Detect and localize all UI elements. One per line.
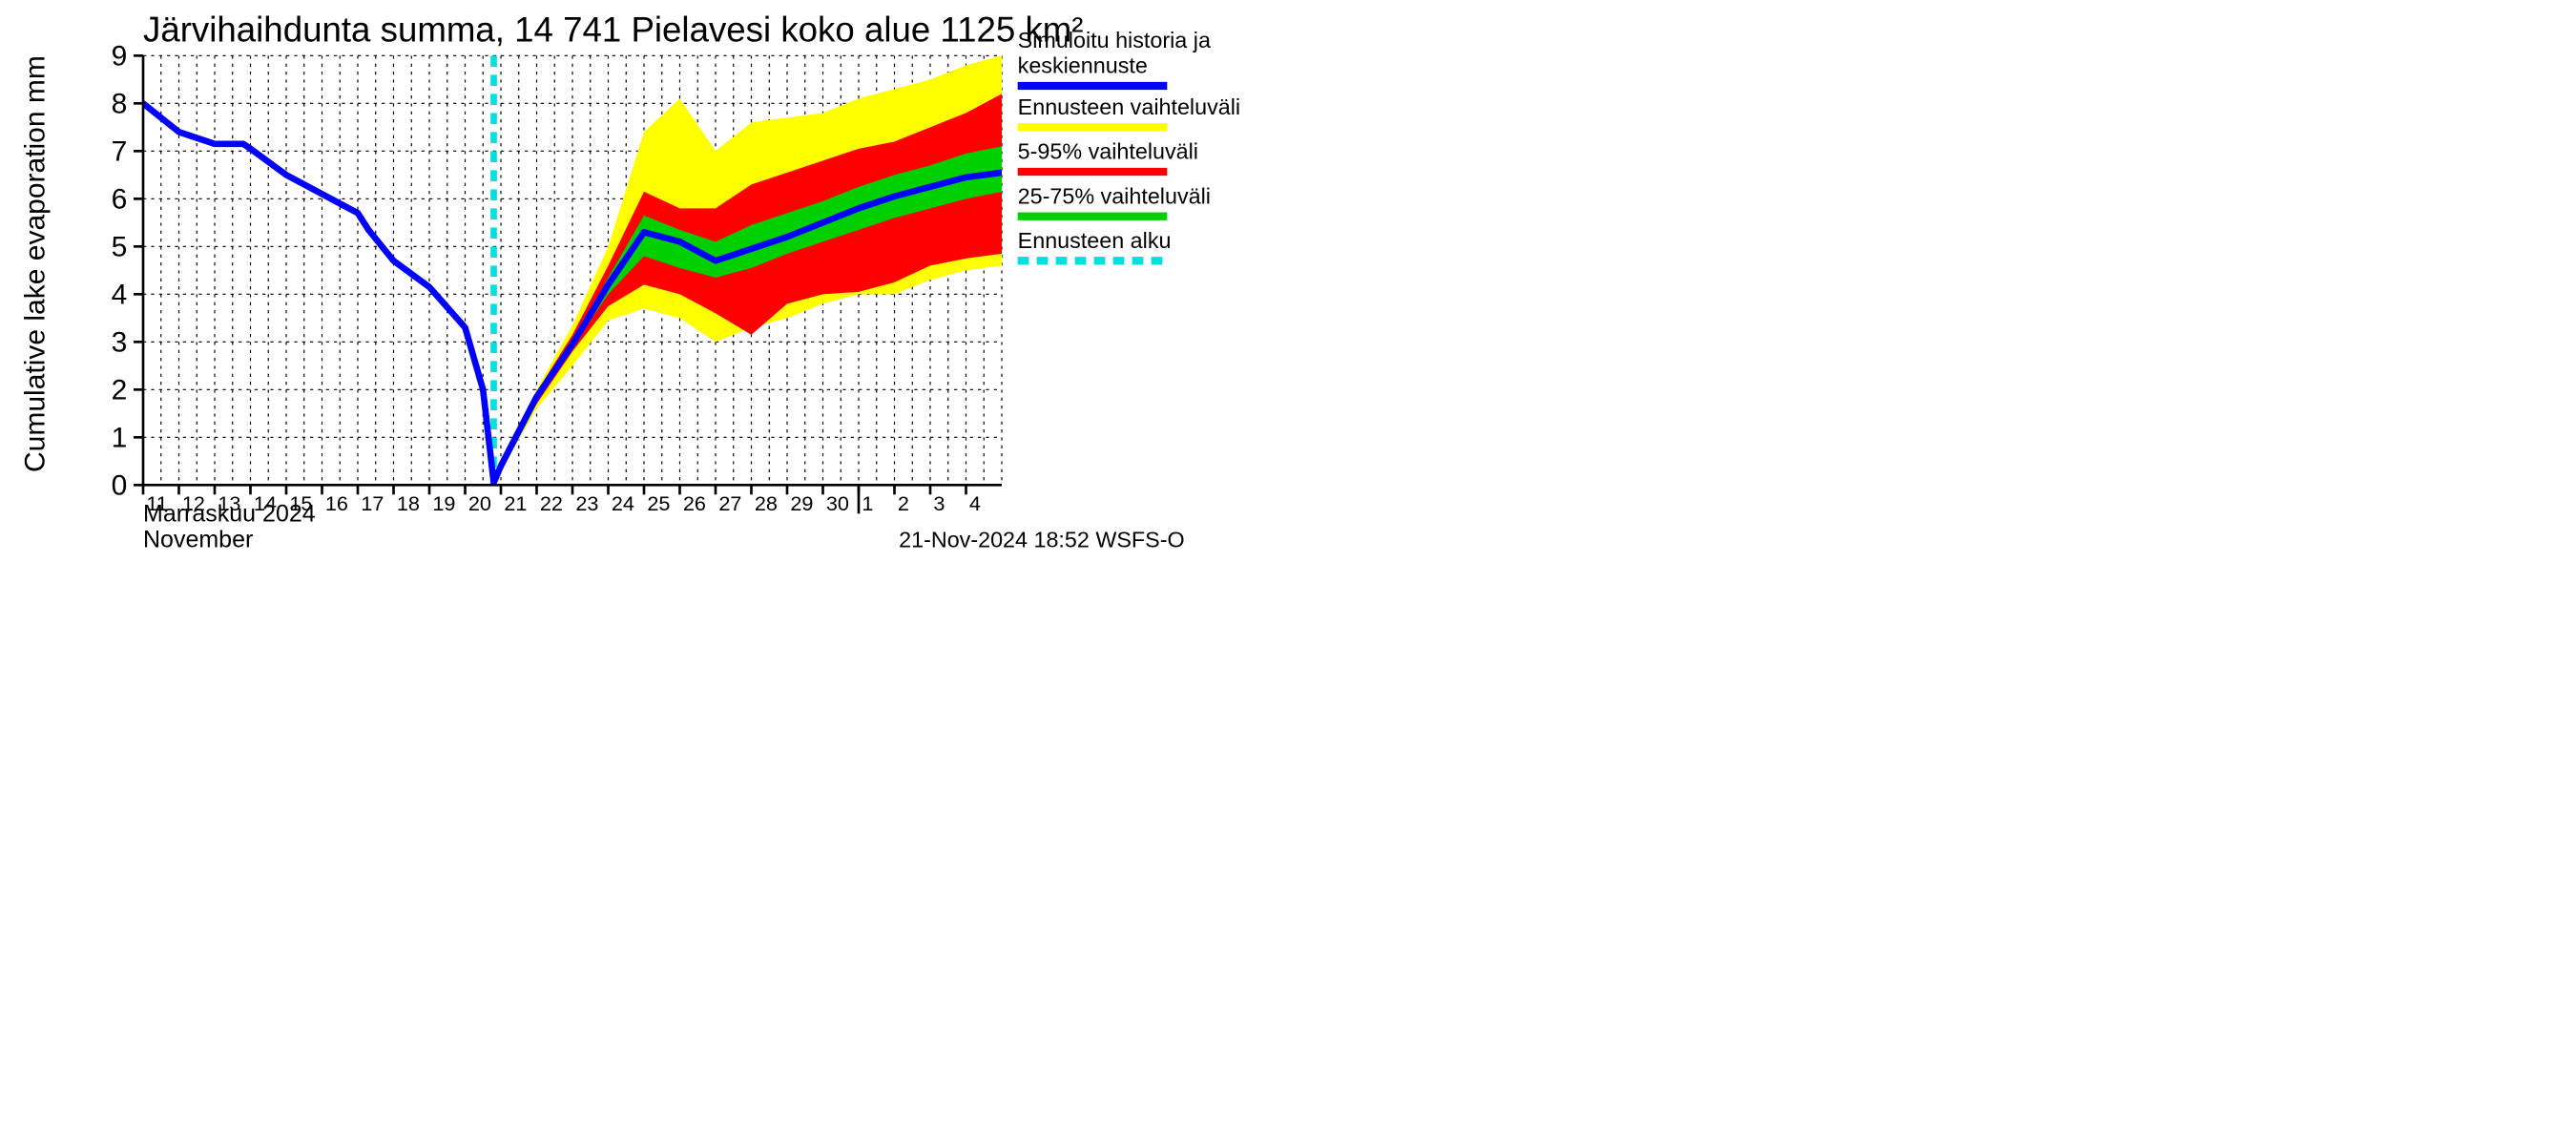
xtick-label: 30 bbox=[826, 491, 849, 515]
xtick-label: 24 bbox=[612, 491, 634, 515]
month-label-fi: Marraskuu 2024 bbox=[143, 501, 316, 528]
footer-timestamp: 21-Nov-2024 18:52 WSFS-O bbox=[899, 527, 1185, 552]
xtick-label: 26 bbox=[683, 491, 706, 515]
xtick-label: 1 bbox=[862, 491, 873, 515]
ytick-label: 2 bbox=[112, 374, 128, 406]
legend-label: 25-75% vaihteluväli bbox=[1018, 183, 1211, 208]
xtick-label: 25 bbox=[647, 491, 670, 515]
xtick-label: 28 bbox=[755, 491, 778, 515]
ytick-label: 0 bbox=[112, 469, 128, 501]
ytick-label: 7 bbox=[112, 135, 128, 167]
month-label-en: November bbox=[143, 526, 253, 552]
xtick-label: 3 bbox=[933, 491, 945, 515]
legend-label: Ennusteen alku bbox=[1018, 228, 1172, 253]
ytick-label: 5 bbox=[112, 231, 128, 262]
xtick-label: 16 bbox=[325, 491, 348, 515]
chart-root: Järvihaihdunta summa, 14 741 Pielavesi k… bbox=[0, 0, 1288, 572]
legend-label: keskiennuste bbox=[1018, 53, 1148, 78]
xtick-label: 2 bbox=[898, 491, 909, 515]
xtick-label: 20 bbox=[468, 491, 491, 515]
xtick-label: 18 bbox=[397, 491, 420, 515]
ytick-label: 4 bbox=[112, 279, 128, 310]
xtick-label: 21 bbox=[504, 491, 527, 515]
xtick-label: 4 bbox=[969, 491, 981, 515]
ytick-label: 9 bbox=[112, 40, 128, 72]
legend-label: Ennusteen vaihteluväli bbox=[1018, 94, 1240, 119]
ytick-label: 3 bbox=[112, 326, 128, 358]
xtick-label: 23 bbox=[575, 491, 598, 515]
xtick-label: 17 bbox=[361, 491, 384, 515]
ytick-label: 8 bbox=[112, 88, 128, 119]
legend-label: 5-95% vaihteluväli bbox=[1018, 139, 1198, 164]
xtick-label: 19 bbox=[432, 491, 455, 515]
xtick-label: 27 bbox=[718, 491, 741, 515]
xtick-label: 22 bbox=[540, 491, 563, 515]
ytick-label: 6 bbox=[112, 183, 128, 215]
y-axis-label: Cumulative lake evaporation mm bbox=[20, 55, 52, 472]
legend-label: Simuloitu historia ja bbox=[1018, 28, 1211, 52]
chart-title: Järvihaihdunta summa, 14 741 Pielavesi k… bbox=[143, 10, 1084, 49]
ytick-label: 1 bbox=[112, 422, 128, 453]
xtick-label: 29 bbox=[790, 491, 813, 515]
